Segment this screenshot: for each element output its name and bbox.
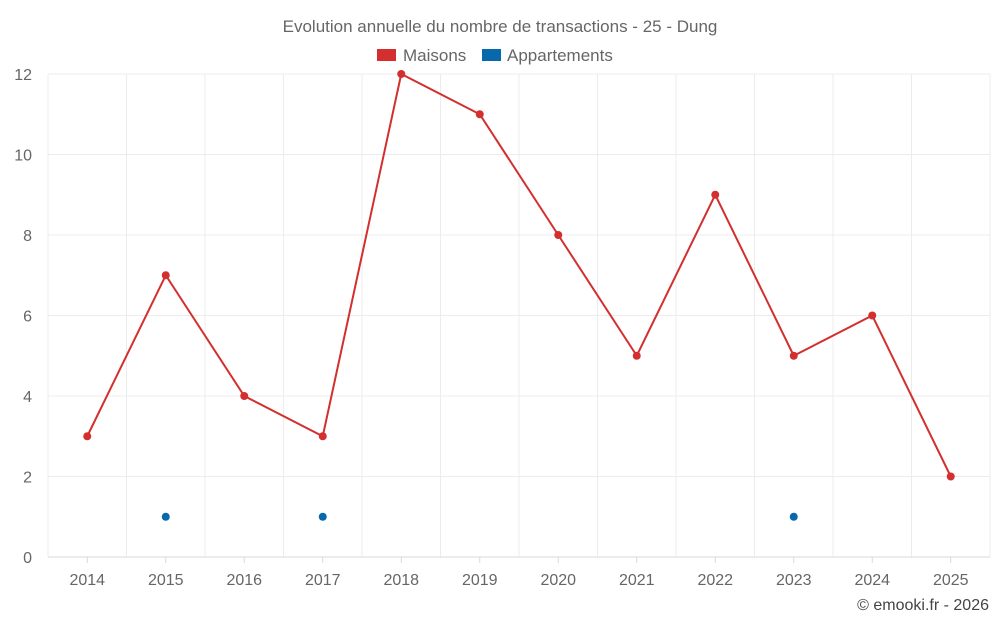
legend-label-maisons[interactable]: Maisons: [403, 46, 466, 65]
grid: [47, 73, 991, 557]
data-point-maisons[interactable]: [83, 432, 92, 441]
data-point-maisons[interactable]: [632, 351, 641, 360]
y-tick-label: 4: [23, 389, 32, 406]
x-tick-label: 2014: [69, 572, 105, 589]
x-tick-label: 2020: [540, 572, 576, 589]
data-point-appartements[interactable]: [161, 512, 170, 521]
data-point-maisons[interactable]: [554, 231, 563, 239]
y-tick-label: 8: [23, 228, 32, 245]
credit-text: © emooki.fr - 2026: [857, 597, 989, 614]
data-point-appartements[interactable]: [318, 512, 327, 521]
x-tick-label: 2025: [933, 572, 969, 589]
data-point-maisons[interactable]: [946, 472, 955, 481]
data-point-maisons[interactable]: [240, 392, 249, 400]
legend: Maisons Appartements: [377, 46, 613, 65]
data-point-maisons[interactable]: [397, 70, 406, 78]
y-tick-label: 2: [23, 470, 32, 487]
y-tick-label: 0: [23, 550, 32, 567]
x-tick-label: 2022: [697, 572, 733, 589]
data-point-maisons[interactable]: [711, 190, 720, 199]
data-point-maisons[interactable]: [868, 311, 877, 320]
data-point-maisons[interactable]: [475, 110, 484, 119]
x-tick-label: 2015: [148, 572, 184, 589]
series: [83, 70, 955, 521]
y-tick-label: 10: [14, 148, 32, 165]
x-tick-label: 2016: [226, 572, 262, 589]
legend-swatch-appartements[interactable]: [482, 49, 501, 61]
data-point-maisons[interactable]: [789, 351, 798, 360]
data-point-appartements[interactable]: [789, 512, 798, 521]
axes: 0 2 4 6 8 10 12 2014 2015 2016 2017 2018 2019 2020 202…: [14, 67, 990, 589]
x-tick-label: 2017: [305, 572, 341, 589]
legend-label-appartements[interactable]: Appartements: [507, 46, 613, 65]
x-tick-label: 2021: [619, 572, 655, 589]
y-tick-label: 6: [23, 309, 32, 326]
x-tick-label: 2024: [854, 572, 890, 589]
data-point-maisons[interactable]: [318, 432, 327, 441]
data-point-maisons[interactable]: [161, 271, 170, 280]
series-line-maisons: [86, 72, 952, 477]
y-tick-label: 12: [14, 67, 32, 84]
x-tick-label: 2018: [383, 572, 419, 589]
x-tick-label: 2023: [776, 572, 812, 589]
x-tick-label: 2019: [462, 572, 498, 589]
chart-title: Evolution annuelle du nombre de transact…: [283, 17, 718, 36]
legend-swatch-maisons[interactable]: [377, 49, 396, 61]
